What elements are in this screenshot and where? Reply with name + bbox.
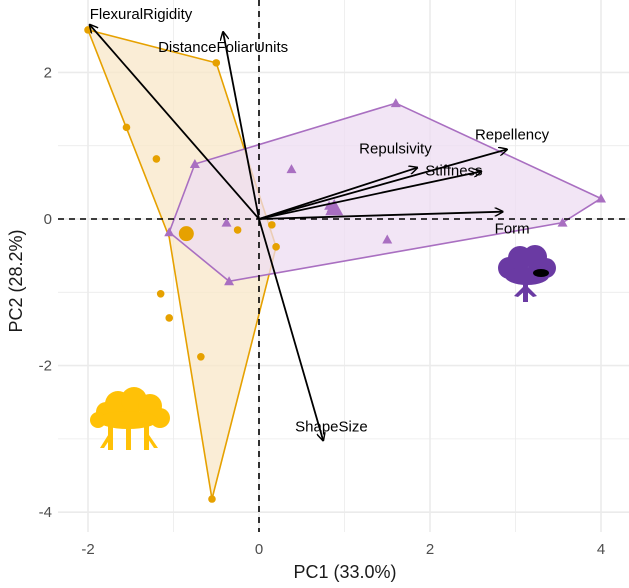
loading-arrow-flexuralrigidity — [90, 25, 260, 220]
loading-arrow-distancefoliarunits — [223, 32, 260, 220]
group-a-point — [197, 353, 205, 361]
y-tick-label: 2 — [44, 64, 52, 81]
y-axis-title: PC2 (28.2%) — [6, 229, 26, 332]
loading-arrow-repulsivity — [258, 168, 417, 220]
loading-label-distancefoliarunits: DistanceFoliarUnits — [158, 39, 288, 56]
y-tick-label: -2 — [39, 358, 52, 375]
reference-lines — [58, 0, 629, 532]
x-tick-label: 2 — [426, 541, 434, 558]
group-a-point — [156, 289, 165, 298]
loading-arrow-shapesize — [258, 218, 323, 440]
group-b-point — [164, 227, 175, 237]
group-b-point — [286, 164, 297, 174]
group-b-point — [557, 217, 568, 227]
x-tick-label: -2 — [81, 541, 94, 558]
group-b-centroid — [325, 199, 344, 216]
group-a-point — [212, 59, 221, 67]
group-centroids — [178, 199, 344, 242]
y-tick-label: -4 — [39, 504, 52, 521]
group-a-point — [152, 155, 161, 163]
group-a-centroid — [178, 226, 194, 242]
loading-labels: FlexuralRigidity DistanceFoliarUnits Repul… — [90, 6, 550, 436]
group-a-point — [233, 226, 242, 234]
loading-arrow-stiffness — [258, 171, 481, 220]
group-a-point — [84, 26, 92, 34]
loading-label-shapesize: ShapeSize — [295, 418, 368, 435]
tree-cluster-icon — [90, 387, 170, 450]
group-a-point — [208, 495, 216, 503]
group-a-point — [268, 221, 276, 229]
loading-arrow-repellency — [258, 149, 507, 220]
group-a-point — [122, 123, 131, 132]
group-a-point — [165, 314, 174, 322]
x-tick-labels: -2 0 2 4 — [81, 541, 605, 558]
group-b-point — [189, 159, 200, 169]
x-axis-title: PC1 (33.0%) — [293, 562, 396, 582]
group-b-point — [596, 193, 606, 203]
x-tick-label: 4 — [597, 541, 605, 558]
group-a-hull — [86, 28, 277, 500]
group-a-point — [272, 243, 280, 251]
loading-label-stiffness: Stiffness — [425, 162, 482, 179]
loading-arrows — [90, 25, 507, 441]
group-b-point — [382, 234, 393, 244]
tree-icon — [498, 245, 556, 302]
x-tick-label: 0 — [255, 541, 263, 558]
group-b-point — [224, 276, 235, 286]
y-tick-labels: -4 -2 0 2 — [39, 64, 52, 521]
loading-label-form: Form — [495, 221, 530, 238]
group-b-point — [390, 98, 401, 108]
y-tick-label: 0 — [44, 211, 52, 228]
group-b-point — [221, 217, 232, 227]
loading-arrow-form — [258, 212, 503, 220]
tree-shadow-icon — [533, 269, 549, 277]
loading-label-flexuralrigidity: FlexuralRigidity — [90, 6, 193, 23]
loading-label-repellency: Repellency — [475, 126, 550, 143]
loading-label-repulsivity: Repulsivity — [359, 141, 432, 158]
